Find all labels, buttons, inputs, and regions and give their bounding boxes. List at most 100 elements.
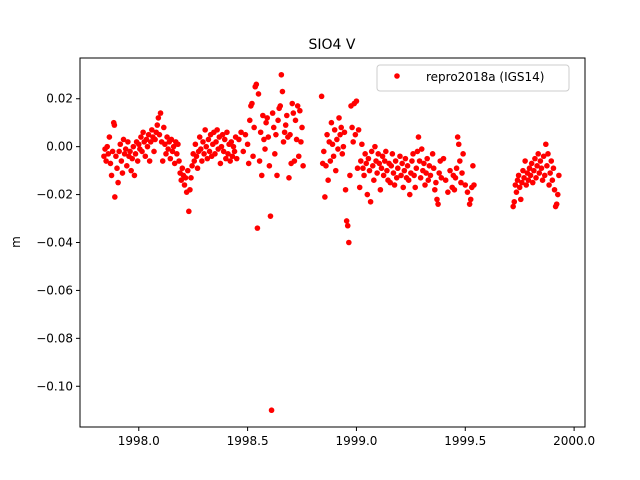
data-point [460, 151, 466, 157]
data-point [411, 172, 417, 179]
data-point [193, 153, 200, 160]
data-point [532, 155, 538, 162]
data-point [339, 151, 346, 157]
data-point [272, 151, 278, 157]
data-point [374, 170, 380, 176]
data-point [103, 158, 109, 164]
data-point [519, 179, 525, 186]
data-point [139, 148, 145, 155]
data-point [347, 172, 353, 179]
data-point [170, 143, 177, 150]
data-point [269, 110, 276, 116]
data-point [341, 129, 348, 136]
data-point [267, 213, 274, 219]
data-point [131, 172, 138, 179]
data-point [531, 167, 537, 174]
data-point [270, 124, 277, 131]
data-point [522, 158, 528, 164]
x-tick-label: 1998.0 [118, 434, 160, 448]
data-point [402, 155, 409, 162]
data-point [189, 163, 195, 169]
data-point [178, 177, 185, 184]
data-point [282, 122, 289, 128]
data-point [163, 151, 169, 157]
data-point [545, 151, 551, 157]
data-point [256, 158, 263, 164]
data-point [454, 134, 461, 140]
data-point [548, 158, 555, 164]
data-point [181, 182, 188, 188]
data-point [535, 151, 542, 157]
data-point [297, 107, 303, 114]
data-point [101, 153, 107, 160]
data-point [510, 203, 516, 210]
data-point [287, 131, 293, 138]
legend: repro2018a (IGS14) [376, 64, 570, 92]
data-point [258, 172, 265, 179]
data-point [451, 186, 458, 193]
data-point [119, 170, 126, 176]
data-point [512, 182, 519, 188]
data-point [199, 158, 205, 164]
data-point [196, 134, 203, 140]
data-point [130, 143, 137, 150]
data-point [212, 151, 218, 157]
legend-label: repro2018a (IGS14) [426, 70, 544, 84]
data-point [365, 155, 372, 162]
data-point [421, 160, 427, 167]
data-point [344, 222, 351, 229]
data-point [274, 172, 280, 179]
data-point [223, 155, 229, 162]
data-point [447, 167, 453, 174]
data-point [330, 153, 337, 160]
data-point [179, 165, 186, 172]
data-point [455, 141, 462, 148]
y-tick-label: −0.10 [36, 379, 73, 393]
data-point [121, 151, 128, 157]
data-point [346, 239, 352, 246]
y-axis-label: m [9, 236, 23, 248]
data-point [260, 112, 266, 119]
data-point [335, 146, 341, 152]
data-point [205, 136, 212, 143]
data-point [383, 148, 389, 155]
data-point [117, 141, 124, 148]
data-point [425, 177, 432, 184]
data-point [253, 81, 260, 88]
data-point [430, 165, 437, 172]
data-point [343, 218, 350, 224]
data-point [434, 196, 440, 203]
y-tick-label: 0.00 [46, 140, 73, 154]
data-point [442, 177, 449, 184]
data-point [135, 141, 142, 148]
data-point [384, 167, 390, 174]
data-point [554, 191, 561, 198]
data-point [360, 165, 366, 172]
data-point [359, 141, 365, 148]
x-axis-ticks: 1998.0 1998.5 1999.0 1999.5 2000.0 [118, 427, 595, 448]
data-point [415, 134, 422, 140]
data-point [381, 158, 388, 164]
data-point [520, 167, 526, 174]
data-point [536, 170, 543, 176]
data-point [349, 124, 355, 131]
data-point [338, 124, 345, 131]
data-point [261, 136, 267, 143]
data-point [401, 167, 408, 174]
data-point [291, 158, 298, 164]
data-point [161, 124, 167, 131]
data-point [128, 167, 134, 174]
data-point [406, 191, 413, 198]
data-point [388, 163, 395, 169]
data-point [539, 177, 546, 184]
data-point [549, 177, 556, 184]
data-point [120, 136, 127, 143]
data-point [254, 225, 261, 231]
data-point [113, 153, 119, 160]
data-point [290, 110, 297, 116]
data-point [331, 127, 338, 133]
data-point [342, 186, 349, 193]
data-point [116, 148, 122, 155]
data-point [217, 160, 224, 167]
data-point [393, 175, 400, 181]
